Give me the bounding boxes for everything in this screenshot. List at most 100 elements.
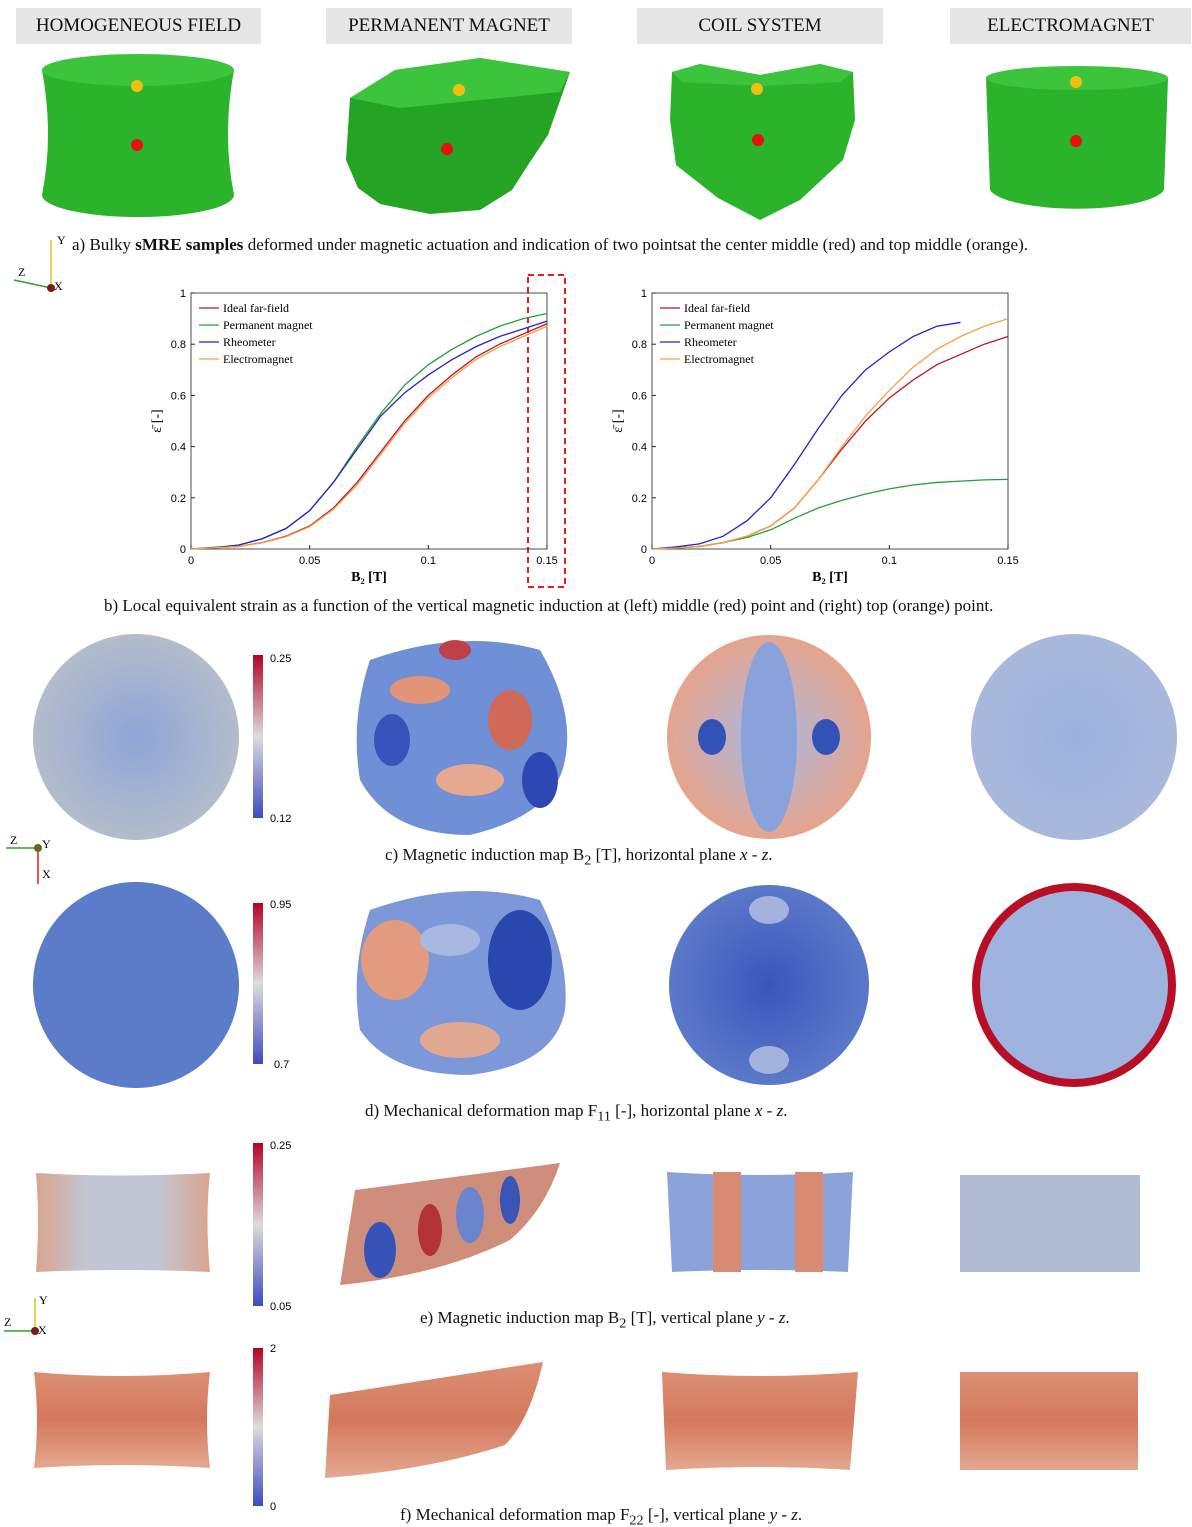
legend-label: Electromagnet [684,352,755,366]
caption-text: c) Magnetic induction map B [385,845,584,864]
y-tick-label: 0.4 [171,442,186,454]
legend-label: Ideal far-field [684,301,750,315]
legend-label: Rheometer [684,335,737,349]
caption: c) Magnetic induction map B2 [T], horizo… [385,845,773,869]
x-axis-label: B₂ [T] [812,570,848,585]
sample-electromagnet [986,66,1168,209]
y-tick-label: 0.8 [632,339,647,351]
axis-triad: Y Z X [14,233,66,293]
caption-text: [T], horizontal plane [591,845,740,864]
legend-label: Electromagnet [223,352,294,366]
legend-label: Permanent magnet [684,318,774,332]
map-row-f [34,1362,1138,1478]
caption-text: [T], vertical plane [626,1308,757,1327]
y-axis-label: ε̄ [-] [611,409,626,432]
map-row-e [36,1163,1140,1285]
caption-text: . [768,845,772,864]
caption-text: . [798,1505,802,1524]
x-tick-label: 0.05 [760,555,781,567]
header: ELECTROMAGNET [950,8,1191,44]
series-line [652,479,1008,549]
colorbar [253,655,263,818]
header: COIL SYSTEM [637,8,883,44]
x-tick-label: 0.1 [882,555,897,567]
sample-homogeneous [42,54,234,217]
caption-text: f) Mechanical deformation map F [400,1505,629,1524]
triad-label: Z [4,1315,11,1329]
colorbar-max: 0.25 [270,1140,291,1152]
y-axis-label: ε̄ [-] [150,409,165,432]
series-line [652,337,1008,549]
y-tick-label: 1 [180,288,186,300]
colorbar-min: 0.12 [270,813,291,825]
triad-label: X [54,279,63,293]
x-tick-label: 0.15 [536,555,557,567]
caption-text: . [785,1308,789,1327]
x-tick-label: 0 [188,555,194,567]
y-tick-label: 0.6 [632,390,647,402]
map-row-c [33,634,1177,840]
y-tick-label: 1 [641,288,647,300]
y-tick-label: 0.2 [171,493,186,505]
caption-italic: y - z [770,1505,798,1524]
colorbar-max: 0.95 [270,899,291,911]
colorbar [253,1348,263,1506]
triad-label: Y [57,233,66,247]
caption-text: . [783,1101,787,1120]
map-row-d [33,882,1172,1088]
y-tick-label: 0.2 [632,493,647,505]
x-tick-label: 0 [649,555,655,567]
header: HOMOGENEOUS FIELD [16,8,261,44]
caption-text: e) Magnetic induction map B [420,1308,619,1327]
colorbar-min: 0.7 [274,1059,289,1071]
x-tick-label: 0.1 [421,555,436,567]
y-tick-label: 0 [641,544,647,556]
caption-italic: x - z [740,845,768,864]
legend-label: Permanent magnet [223,318,313,332]
y-tick-label: 0.6 [171,390,186,402]
caption-bold: sMRE samples [135,235,243,254]
y-tick-label: 0 [180,544,186,556]
colorbar-max: 2 [270,1343,276,1355]
triad-label: X [42,867,51,881]
x-axis-label: B₂ [T] [351,570,387,585]
sample-coil [670,64,855,220]
figure: Y Z X Z Y X Y Z X 0.25 0.12 0.95 0.7 [0,0,1192,1527]
header: PERMANENT MAGNET [326,8,572,44]
caption: e) Magnetic induction map B2 [T], vertic… [420,1308,790,1332]
axis-triad: Y Z X [4,1293,48,1337]
legend-label: Rheometer [223,335,276,349]
caption: d) Mechanical deformation map F11 [-], h… [365,1101,787,1125]
y-tick-label: 0.4 [632,442,647,454]
caption-italic: x - z [755,1101,783,1120]
x-tick-label: 0.05 [299,555,320,567]
colorbar-min: 0 [270,1501,276,1513]
caption-sub: 11 [597,1108,611,1124]
caption-text: b) Local equivalent strain as a function… [104,596,993,615]
caption-text: d) Mechanical deformation map F [365,1101,597,1120]
colorbar [253,1143,263,1306]
caption-text: [-], vertical plane [644,1505,770,1524]
triad-label: Z [18,265,25,279]
colorbar-max: 0.25 [270,653,291,665]
axis-triad: Z Y X [6,833,51,884]
figure-graphics: Y Z X Z Y X Y Z X 0.25 0.12 0.95 0.7 [0,0,1192,1527]
caption: a) Bulky sMRE samples deformed under mag… [72,235,1028,255]
caption-text: [-], horizontal plane [611,1101,755,1120]
legend-label: Ideal far-field [223,301,289,315]
triad-label: X [38,1323,47,1337]
caption-text: a) Bulky [72,235,135,254]
caption-sub: 22 [629,1512,643,1527]
y-tick-label: 0.8 [171,339,186,351]
caption: b) Local equivalent strain as a function… [104,596,993,616]
triad-label: Y [42,837,51,851]
caption: f) Mechanical deformation map F22 [-], v… [400,1505,802,1527]
colorbar [253,903,263,1064]
triad-label: Z [10,833,17,847]
colorbar-min: 0.05 [270,1301,291,1313]
caption-text: deformed under magnetic actuation and in… [243,235,1028,254]
triad-label: Y [39,1293,48,1307]
sample-permanent [346,58,570,214]
x-tick-label: 0.15 [997,555,1018,567]
caption-italic: y - z [757,1308,785,1327]
